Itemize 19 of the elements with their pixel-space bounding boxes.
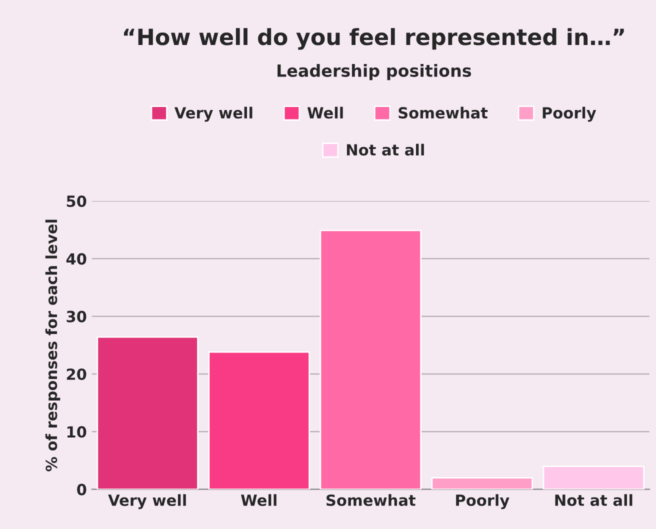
x-tick-label: Not at all: [555, 494, 632, 506]
legend-label: Well: [307, 106, 343, 119]
legend-label: Not at all: [346, 144, 424, 156]
x-tick-label: Poorly: [456, 494, 510, 510]
legend-label: Very well: [174, 106, 252, 122]
x-tick-label: Somewhat: [326, 494, 416, 506]
chart-subtitle: Leadership positions: [278, 64, 472, 80]
y-axis-title: % of responses for each level: [45, 220, 60, 472]
y-tick-label: 20: [66, 368, 86, 380]
y-tick-label: 50: [66, 195, 86, 208]
y-tick-label: 0: [77, 484, 86, 496]
y-tick-label: 40: [66, 253, 86, 265]
chart-title: “How well do you feel represented in…”: [124, 28, 624, 50]
x-tick-label: Very well: [108, 494, 186, 510]
legend-label: Somewhat: [398, 106, 488, 119]
x-tick-label: Well: [241, 494, 276, 506]
y-tick-label: 30: [66, 310, 86, 322]
legend-label: Poorly: [542, 106, 596, 122]
y-tick-label: 10: [67, 426, 86, 438]
